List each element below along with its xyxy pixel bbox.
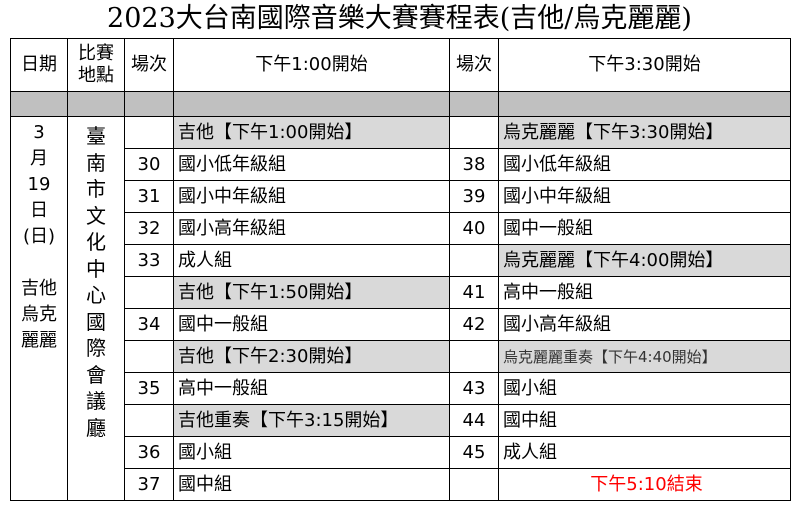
slot-number-left: 35: [124, 372, 174, 405]
section-label-left: 吉他【下午1:50開始】: [173, 276, 450, 309]
slot-number-right: 42: [449, 308, 499, 341]
venue-char: 際: [86, 336, 106, 360]
table-row: 37 國中組 下午5:10結束: [11, 468, 791, 501]
table-row: 32 國小高年級組 40 國中一般組: [11, 212, 791, 245]
header-left: 下午1:00開始: [173, 38, 450, 92]
slot-number-left: 33: [124, 244, 174, 277]
group-left: 高中一般組: [173, 372, 450, 405]
date-line: 麗麗: [21, 330, 57, 351]
slot-number-left: 32: [124, 212, 174, 245]
slot-number-left: 37: [124, 468, 174, 501]
date-line: 烏克: [21, 304, 57, 325]
date-line: 吉他: [21, 278, 57, 299]
slot-number-left: 30: [124, 148, 174, 181]
group-left: 成人組: [173, 244, 450, 277]
table-row: 31 國小中年級組 39 國小中年級組: [11, 180, 791, 213]
slot-number-left: 34: [124, 308, 174, 341]
header-slot-right: 場次: [449, 38, 499, 92]
group-right: 成人組: [498, 436, 791, 469]
date-cell: 3 月 19 日 (日) 吉他烏克麗麗: [10, 116, 68, 501]
table-row: 吉他【下午2:30開始】 烏克麗麗重奏【下午4:40開始】: [11, 340, 791, 373]
section-label-left: 吉他【下午1:00開始】: [173, 116, 450, 149]
slot-number-right: [449, 340, 499, 373]
page-title: 2023大台南國際音樂大賽賽程表(吉他/烏克麗麗): [107, 3, 692, 34]
slot-number-left: [124, 404, 174, 437]
date-line: (日): [22, 226, 56, 247]
table-row: 33 成人組 烏克麗麗【下午4:00開始】: [11, 244, 791, 277]
group-left: 國中組: [173, 468, 450, 501]
venue-char: 市: [86, 177, 106, 201]
table-row: 34 國中一般組 42 國小高年級組: [11, 308, 791, 341]
group-left: 國小高年級組: [173, 212, 450, 245]
header-venue-text: 比賽地點: [78, 43, 114, 86]
slot-number-right: 38: [449, 148, 499, 181]
date-line: [11, 249, 67, 275]
slot-number-left: 31: [124, 180, 174, 213]
separator-row: [10, 91, 791, 117]
section-label-right: 烏克麗麗重奏【下午4:40開始】: [498, 340, 791, 373]
date-line: 日: [30, 200, 48, 221]
header-venue: 比賽地點: [67, 38, 125, 92]
slot-number-right: [449, 116, 499, 149]
slot-number-right: 45: [449, 436, 499, 469]
schedule-table: 日期 比賽地點 場次 下午1:00開始 場次 下午3:30開始 3 月 19 日 (日)…: [10, 38, 791, 501]
slot-number-left: [124, 340, 174, 373]
group-right: 國小組: [498, 372, 791, 405]
slot-number-right: 43: [449, 372, 499, 405]
group-right: 國小低年級組: [498, 148, 791, 181]
slot-number-right: 40: [449, 212, 499, 245]
venue-cell: 臺南市文化中心國際會議廳: [67, 116, 125, 501]
venue-char: 化: [86, 230, 106, 254]
table-row: 吉他重奏【下午3:15開始】 44 國中組: [11, 404, 791, 437]
venue-char: 國: [86, 309, 106, 334]
date-line: 月: [30, 148, 48, 169]
group-right: 國小中年級組: [498, 180, 791, 213]
slot-number-right: 41: [449, 276, 499, 309]
table-row: 36 國小組 45 成人組: [11, 436, 791, 469]
group-left: 國小中年級組: [173, 180, 450, 213]
group-left: 國小低年級組: [173, 148, 450, 181]
venue-char: 臺: [86, 124, 106, 148]
section-label-left: 吉他【下午2:30開始】: [173, 340, 450, 373]
slot-number-right: 39: [449, 180, 499, 213]
venue-char: 議: [86, 389, 106, 413]
table-row: 3 月 19 日 (日) 吉他 烏克 麗麗臺南市文化中心國際會議廳吉他【下午1:00開始】 烏克…: [10, 116, 791, 501]
group-left: 國小組: [173, 436, 450, 469]
group-right: 高中一般組: [498, 276, 791, 309]
header-slot-left: 場次: [124, 38, 174, 92]
venue-char: 心: [86, 283, 106, 307]
venue-char: 會: [86, 362, 106, 387]
venue-char: 南: [86, 150, 106, 175]
group-left: 國中一般組: [173, 308, 450, 341]
section-label-right: 烏克麗麗【下午4:00開始】: [498, 244, 791, 277]
table-row: 35 高中一般組 43 國小組: [11, 372, 791, 405]
group-right: 國中組: [498, 404, 791, 437]
header-row: 日期 比賽地點 場次 下午1:00開始 場次 下午3:30開始: [10, 38, 791, 92]
date-line: 3: [33, 122, 45, 143]
slot-number-right: 44: [449, 404, 499, 437]
slot-number-left: 36: [124, 436, 174, 469]
group-right: 國中一般組: [498, 212, 791, 245]
group-right: 國小高年級組: [498, 308, 791, 341]
table-row: 30 國小低年級組 38 國小低年級組: [11, 148, 791, 181]
venue-char: 文: [86, 203, 106, 228]
section-label-left: 吉他重奏【下午3:15開始】: [173, 404, 450, 437]
venue-char: 廳: [86, 415, 106, 440]
header-date: 日期: [10, 38, 68, 92]
slot-number-right: [449, 244, 499, 277]
table-row: 吉他【下午1:50開始】 41 高中一般組: [11, 276, 791, 309]
header-right: 下午3:30開始: [498, 38, 791, 92]
slot-number-left: [124, 116, 174, 149]
slot-number-right: [449, 468, 499, 501]
end-time: 下午5:10結束: [498, 468, 791, 501]
slot-number-left: [124, 276, 174, 309]
section-label-right: 烏克麗麗【下午3:30開始】: [498, 116, 791, 149]
date-line: 19: [27, 174, 51, 195]
venue-char: 中: [86, 256, 106, 281]
